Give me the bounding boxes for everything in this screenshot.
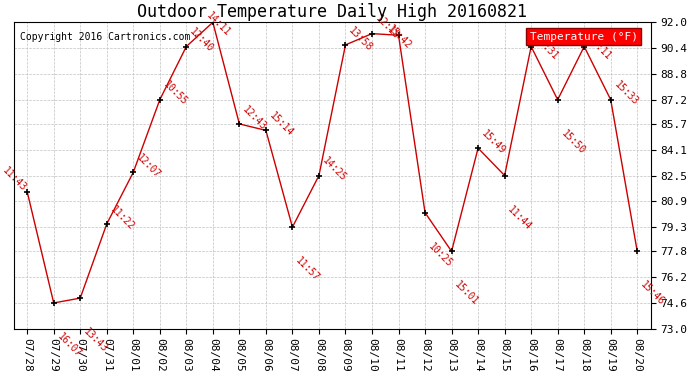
Text: 11:44: 11:44 <box>506 204 534 232</box>
Text: 12:40: 12:40 <box>188 27 215 54</box>
Text: 12:19: 12:19 <box>373 13 401 42</box>
Text: 10:25: 10:25 <box>426 241 454 269</box>
Text: 13:11: 13:11 <box>586 34 613 63</box>
Text: 13:58: 13:58 <box>347 25 375 53</box>
Text: 11:43: 11:43 <box>1 165 28 193</box>
Text: 13:43: 13:43 <box>81 327 110 354</box>
Title: Outdoor Temperature Daily High 20160821: Outdoor Temperature Daily High 20160821 <box>137 3 527 21</box>
Text: Copyright 2016 Cartronics.com: Copyright 2016 Cartronics.com <box>20 32 190 42</box>
Text: 15:49: 15:49 <box>480 128 507 156</box>
Text: 16:07: 16:07 <box>55 332 83 359</box>
Text: 10:55: 10:55 <box>161 80 189 108</box>
Text: 14:31: 14:31 <box>533 34 560 63</box>
Text: 15:50: 15:50 <box>559 128 586 156</box>
Text: Temperature (°F): Temperature (°F) <box>530 32 638 42</box>
Text: 15:46: 15:46 <box>638 280 667 308</box>
Text: 14:25: 14:25 <box>320 156 348 183</box>
Text: 12:07: 12:07 <box>135 152 162 180</box>
Text: 11:57: 11:57 <box>294 255 322 284</box>
Text: 12:43: 12:43 <box>241 104 268 132</box>
Text: 15:01: 15:01 <box>453 280 481 308</box>
Text: 15:33: 15:33 <box>612 80 640 108</box>
Text: 11:22: 11:22 <box>108 204 136 232</box>
Text: 15:14: 15:14 <box>267 110 295 138</box>
Text: 14:11: 14:11 <box>205 10 233 38</box>
Text: 15:42: 15:42 <box>385 23 413 51</box>
